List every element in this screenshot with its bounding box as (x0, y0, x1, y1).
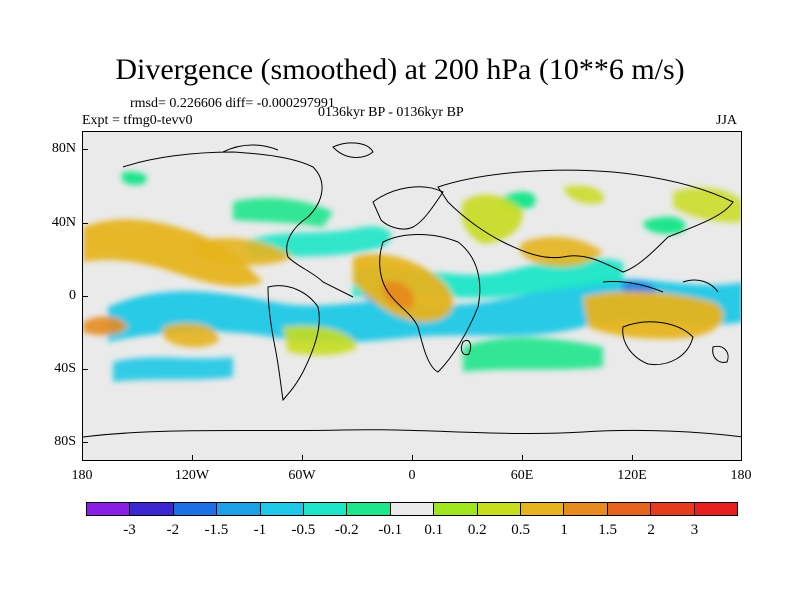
map-drawing (83, 132, 741, 460)
lat-tick (82, 369, 88, 370)
colorbar-label: 0.2 (467, 522, 487, 538)
lat-label-80s: 80S (54, 434, 76, 449)
stats-line: rmsd= 0.226606 diff= -0.000297991 (130, 96, 335, 111)
period-label: 0136kyr BP - 0136kyr BP (318, 105, 464, 120)
colorbar-segment (651, 503, 695, 515)
lat-label-40n: 40N (51, 215, 76, 230)
divergence-field (83, 171, 741, 382)
lon-tick (522, 455, 523, 461)
colorbar-segment (217, 503, 261, 515)
colorbar-segment (521, 503, 565, 515)
colorbar-segment (694, 503, 738, 515)
colorbar-label: -1.5 (204, 522, 229, 538)
lon-tick (192, 455, 193, 461)
season-label: JJA (716, 113, 738, 128)
colorbar-segment (347, 503, 391, 515)
colorbar-segment (564, 503, 608, 515)
colorbar-segment (607, 503, 652, 515)
lon-tick (412, 455, 413, 461)
colorbar-label: -2 (166, 522, 180, 538)
divergence-map (82, 131, 742, 461)
colorbar (86, 502, 738, 516)
coastlines (83, 142, 741, 438)
colorbar-label: 0.5 (511, 522, 531, 538)
experiment-label: Expt = tfmg0-tevv0 (82, 113, 193, 128)
lon-label-60w: 60W (288, 468, 316, 483)
lon-label-120e: 120E (617, 468, 647, 483)
colorbar-label: 2 (647, 522, 655, 538)
colorbar-label: 0.1 (424, 522, 444, 538)
colorbar-segment (260, 503, 305, 515)
lat-tick (82, 296, 88, 297)
colorbar-segment (87, 503, 131, 515)
lon-label-180w: 180 (71, 468, 93, 483)
colorbar-segment (130, 503, 174, 515)
colorbar-segment (304, 503, 348, 515)
lat-tick (82, 442, 88, 443)
colorbar-label: 1.5 (598, 522, 617, 538)
colorbar-label: 1 (560, 522, 568, 538)
colorbar-segment (390, 503, 435, 515)
colorbar-label: -3 (123, 522, 136, 538)
colorbar-label: -0.1 (378, 522, 403, 538)
lat-tick (82, 223, 88, 224)
lon-tick (302, 455, 303, 461)
colorbar-label: 3 (690, 522, 699, 538)
lon-label-180e: 180 (730, 468, 752, 483)
colorbar-label: -1 (253, 522, 267, 538)
colorbar-segment (434, 503, 478, 515)
plot-title: Divergence (smoothed) at 200 hPa (10**6 … (115, 53, 685, 86)
lon-label-0: 0 (408, 468, 416, 483)
lon-tick (632, 455, 633, 461)
colorbar-label: -0.2 (334, 522, 359, 538)
lon-label-60e: 60E (510, 468, 534, 483)
lat-tick (82, 149, 88, 150)
colorbar-label: -0.5 (291, 522, 316, 538)
lat-label-80n: 80N (51, 141, 76, 156)
colorbar-segment (477, 503, 522, 515)
lon-label-120w: 120W (174, 468, 210, 483)
lat-label-0: 0 (69, 288, 76, 303)
lat-label-40s: 40S (54, 361, 76, 376)
colorbar-segment (173, 503, 218, 515)
